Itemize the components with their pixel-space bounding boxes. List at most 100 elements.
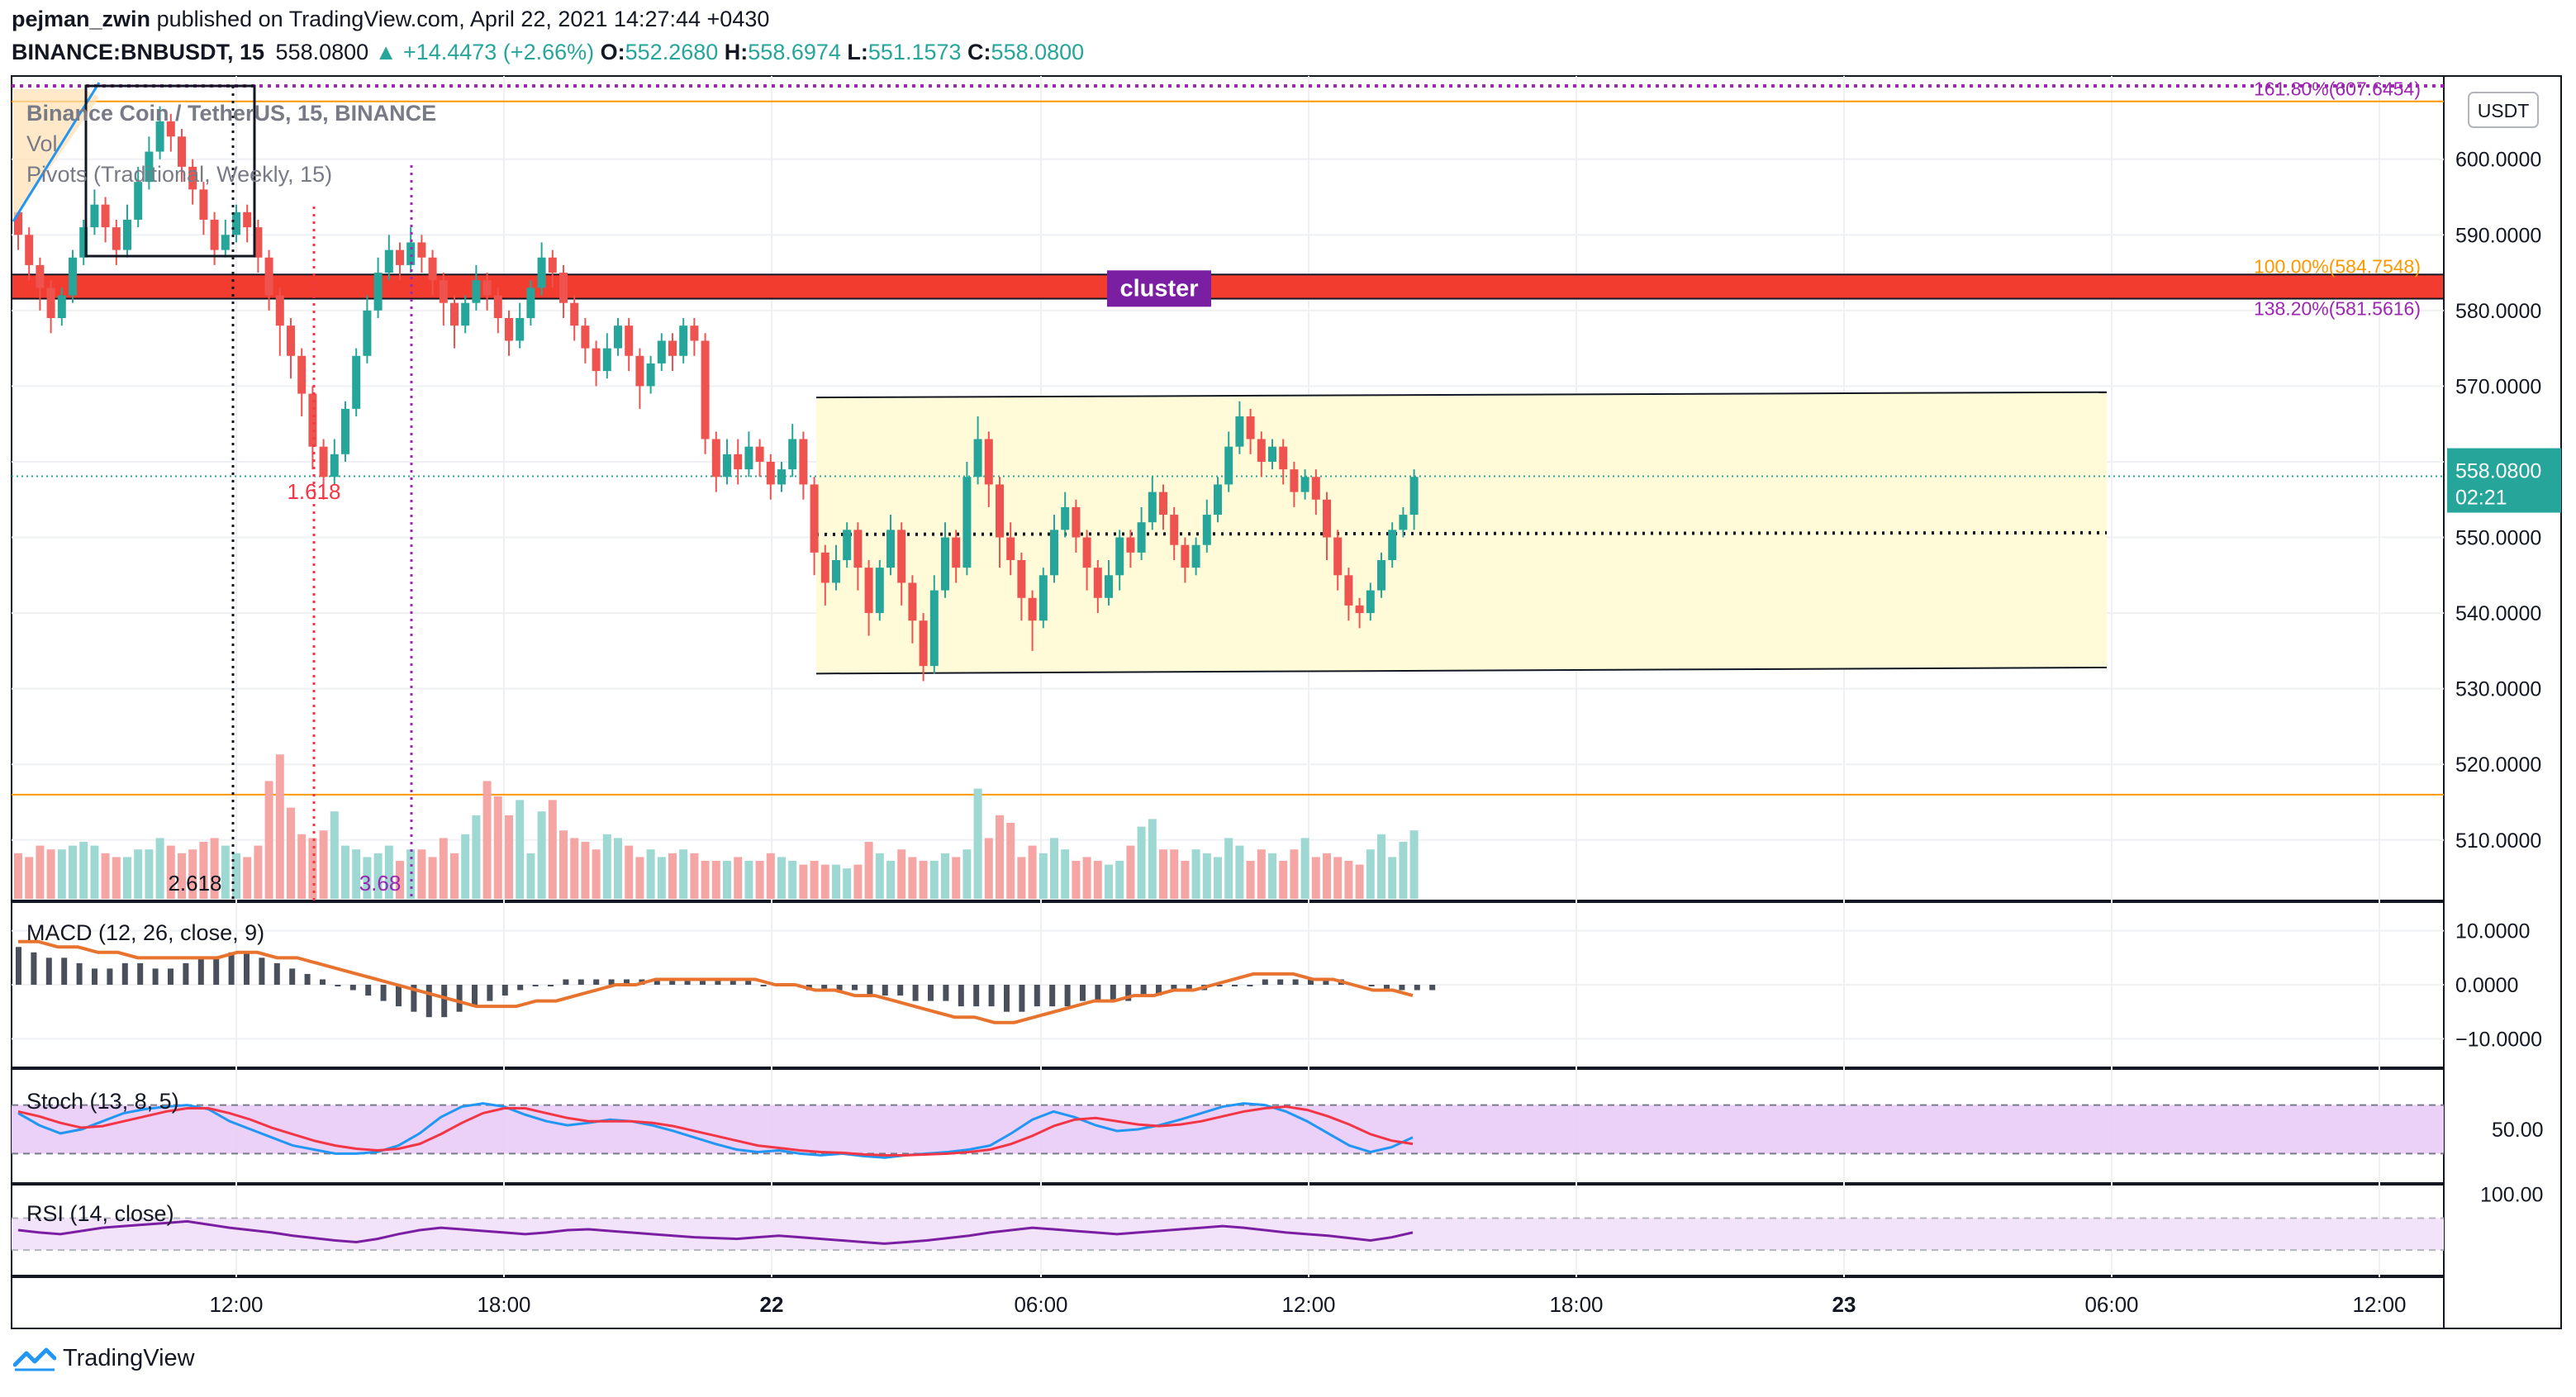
candle-body: [559, 273, 568, 303]
volume-bar: [886, 861, 895, 899]
candle-body: [952, 537, 961, 568]
volume-bar: [1170, 849, 1179, 899]
volume-bar: [1355, 864, 1364, 899]
volume-bar: [254, 845, 263, 899]
volume-bar: [1191, 849, 1200, 899]
volume-bar: [363, 857, 372, 899]
volume-bar: [1311, 857, 1320, 899]
grid: [12, 76, 2444, 1277]
price-tick-label: 550.0000: [2455, 527, 2541, 550]
candle-body: [1082, 537, 1091, 568]
volume-bar: [1246, 861, 1255, 899]
macd-hist-bar: [988, 985, 995, 1007]
macd-tick-label: 10.0000: [2455, 920, 2530, 943]
candle-body: [178, 136, 186, 167]
volume-bar: [1257, 849, 1266, 899]
macd-hist-bar: [380, 985, 387, 1001]
macd-hist-bar: [273, 962, 280, 985]
volume-bar: [548, 800, 557, 899]
time-axis-frame: [11, 1276, 2445, 1329]
macd-hist-bar: [1399, 985, 1405, 991]
high-label: H:: [724, 40, 749, 64]
volume-bar: [919, 861, 928, 899]
candle-body: [723, 454, 731, 478]
published-text: published on TradingView.com, April 22, …: [156, 7, 770, 31]
candle-body: [996, 484, 1004, 538]
price-tick-label: 590.0000: [2455, 224, 2541, 247]
tradingview-logo-icon: [13, 1347, 56, 1371]
rsi-line: [17, 1219, 1414, 1245]
volume-bar: [297, 834, 307, 899]
volume-series: [14, 754, 1419, 899]
candle-body: [439, 280, 448, 303]
candle-series: [14, 106, 1419, 682]
volume-bar: [505, 815, 513, 899]
volume-bar: [755, 861, 764, 899]
candle-body: [1072, 506, 1081, 538]
open-label: O:: [600, 40, 625, 64]
candle-body: [134, 182, 143, 220]
time-tick-label: 12:00: [2352, 1292, 2406, 1317]
candle-body: [602, 348, 611, 372]
candle-body: [341, 408, 349, 454]
range-bottom-line: [815, 666, 2108, 675]
macd-hist-bar: [624, 979, 630, 985]
macd-hist-bar: [76, 962, 83, 985]
volume-bar: [1235, 845, 1244, 899]
cluster-label-bg: [1107, 270, 1211, 307]
candle-body: [886, 530, 895, 568]
candle-body: [1191, 544, 1200, 568]
candle-body: [777, 469, 786, 485]
publisher-name[interactable]: pejman_zwin: [12, 7, 151, 31]
candle-body: [101, 204, 110, 228]
volume-bar: [810, 861, 819, 899]
candle-body: [875, 568, 884, 614]
volume-bar: [14, 853, 22, 899]
macd-hist-bar: [943, 985, 949, 1001]
price-tick-label: 570.0000: [2455, 375, 2541, 398]
volume-bar: [210, 838, 219, 899]
currency-badge-label: USDT: [2478, 100, 2530, 121]
volume-bar: [711, 861, 720, 899]
volume-bar: [843, 868, 852, 899]
macd-hist-bar: [197, 957, 204, 985]
stoch-d-line: [17, 1105, 1414, 1157]
volume-bar: [1038, 853, 1048, 899]
candle-body: [384, 249, 393, 273]
volume-bar: [482, 781, 492, 899]
volume-bar: [112, 857, 121, 899]
symbol-name: BINANCE:BNBUSDT, 15: [12, 40, 265, 64]
volume-bar: [1279, 861, 1288, 899]
candle-body: [232, 211, 240, 235]
macd-hist-bar: [472, 985, 478, 1007]
volume-bar: [734, 857, 743, 899]
candle-body: [330, 454, 339, 478]
candle-body: [766, 461, 775, 485]
candle-body: [14, 211, 22, 235]
last-price-value: 558.0800: [2455, 460, 2541, 483]
candle-body: [1038, 575, 1048, 621]
candle-body: [145, 151, 154, 183]
close-value: 558.0800: [991, 40, 1085, 64]
volume-bar: [581, 842, 590, 899]
volume-bar: [537, 811, 546, 899]
macd-hist-bar: [1277, 979, 1284, 985]
tradingview-brand: TradingView: [63, 1345, 195, 1371]
macd-hist-bar: [228, 952, 235, 985]
volume-bar: [1366, 849, 1375, 899]
volume-bar: [962, 849, 972, 899]
tradingview-footer[interactable]: TradingView: [13, 1345, 195, 1372]
macd-hist-bar: [1384, 985, 1390, 991]
macd-hist-bar: [1308, 979, 1314, 985]
macd-hist-bar: [1262, 979, 1268, 985]
candle-body: [646, 363, 655, 387]
volume-bar: [25, 857, 34, 899]
candle-body: [1323, 499, 1331, 538]
candle-body: [1268, 446, 1276, 462]
volume-bar: [36, 845, 45, 899]
volume-bar: [1377, 834, 1385, 899]
volume-bar: [625, 845, 634, 899]
candle-body: [472, 280, 481, 303]
macd-hist-bar: [928, 985, 934, 1001]
